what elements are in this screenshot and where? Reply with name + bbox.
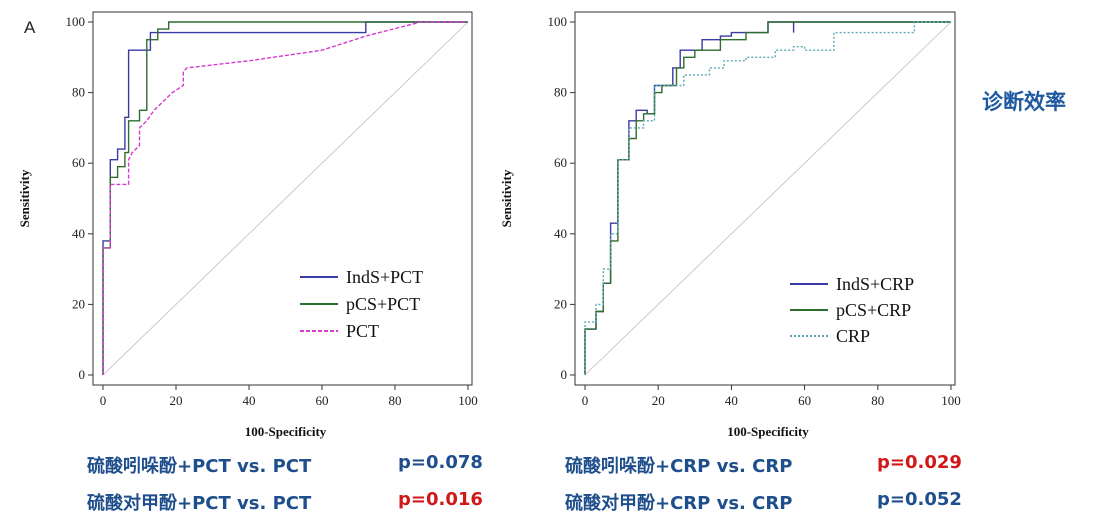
y-tick-label: 0 [561, 367, 568, 382]
legend-label: pCS+PCT [346, 294, 420, 314]
x-tick-label: 0 [100, 393, 107, 408]
x-tick-label: 60 [316, 393, 329, 408]
legend-label: CRP [836, 326, 870, 346]
x-axis-title: 100-Specificity [727, 424, 809, 439]
y-tick-label: 80 [554, 85, 567, 100]
x-tick-label: 40 [243, 393, 256, 408]
diagnostic-efficiency-label: 诊断效率 [982, 90, 1066, 114]
roc-chart-right: 0 20 40 60 80 100 0 20 40 60 80 100 100-Specificity S… [499, 11, 961, 439]
roc-series-pcs-crp [584, 21, 951, 375]
y-axis-title: Sensitivity [17, 169, 32, 227]
x-tick-label: 0 [582, 393, 589, 408]
reference-diagonal [102, 21, 469, 376]
p-value-pcs-crp: p=0.052 [877, 489, 962, 510]
legend-label: PCT [346, 321, 379, 341]
x-tick-label: 100 [458, 393, 478, 408]
roc-series-pct [102, 21, 468, 375]
plot-frame [574, 11, 956, 386]
x-tick-label: 20 [652, 393, 665, 408]
y-tick-label: 60 [72, 155, 85, 170]
legend-label: pCS+CRP [836, 300, 911, 320]
x-axis-title: 100-Specificity [245, 424, 327, 439]
comparison-pcs-pct: 硫酸对甲酚+PCT vs. PCT [87, 493, 312, 514]
y-axis-title: Sensitivity [499, 169, 514, 227]
comparison-inds-crp: 硫酸吲哚酚+CRP vs. CRP [565, 456, 793, 477]
panel-label: A [24, 18, 36, 37]
y-tick-label: 100 [66, 14, 86, 29]
x-tick-label: 80 [871, 393, 884, 408]
roc-series-pcs-pct [102, 21, 468, 375]
x-tick-label: 40 [725, 393, 738, 408]
y-tick-label: 80 [72, 85, 85, 100]
roc-series-crp [584, 21, 951, 375]
comparison-pcs-crp: 硫酸对甲酚+CRP vs. CRP [565, 493, 793, 514]
p-value-inds-pct: p=0.078 [398, 452, 483, 473]
legend-label: IndS+CRP [836, 274, 914, 294]
comparison-inds-pct: 硫酸吲哚酚+PCT vs. PCT [87, 456, 312, 477]
p-value-inds-crp: p=0.029 [877, 452, 962, 473]
p-value-pcs-pct: p=0.016 [398, 489, 483, 510]
roc-chart-left: 0 20 40 60 80 100 0 20 40 60 80 100 100-Specificity S… [17, 11, 478, 439]
y-tick-label: 40 [72, 226, 85, 241]
x-tick-label: 80 [389, 393, 402, 408]
x-tick-label: 60 [798, 393, 811, 408]
plot-frame [92, 11, 473, 386]
y-tick-label: 100 [548, 14, 568, 29]
y-tick-label: 60 [554, 155, 567, 170]
reference-diagonal [584, 21, 952, 376]
legend-label: IndS+PCT [346, 267, 423, 287]
x-tick-label: 100 [941, 393, 961, 408]
y-tick-label: 20 [554, 296, 567, 311]
x-tick-label: 20 [170, 393, 183, 408]
y-tick-label: 0 [79, 367, 86, 382]
y-tick-label: 20 [72, 296, 85, 311]
y-tick-label: 40 [554, 226, 567, 241]
